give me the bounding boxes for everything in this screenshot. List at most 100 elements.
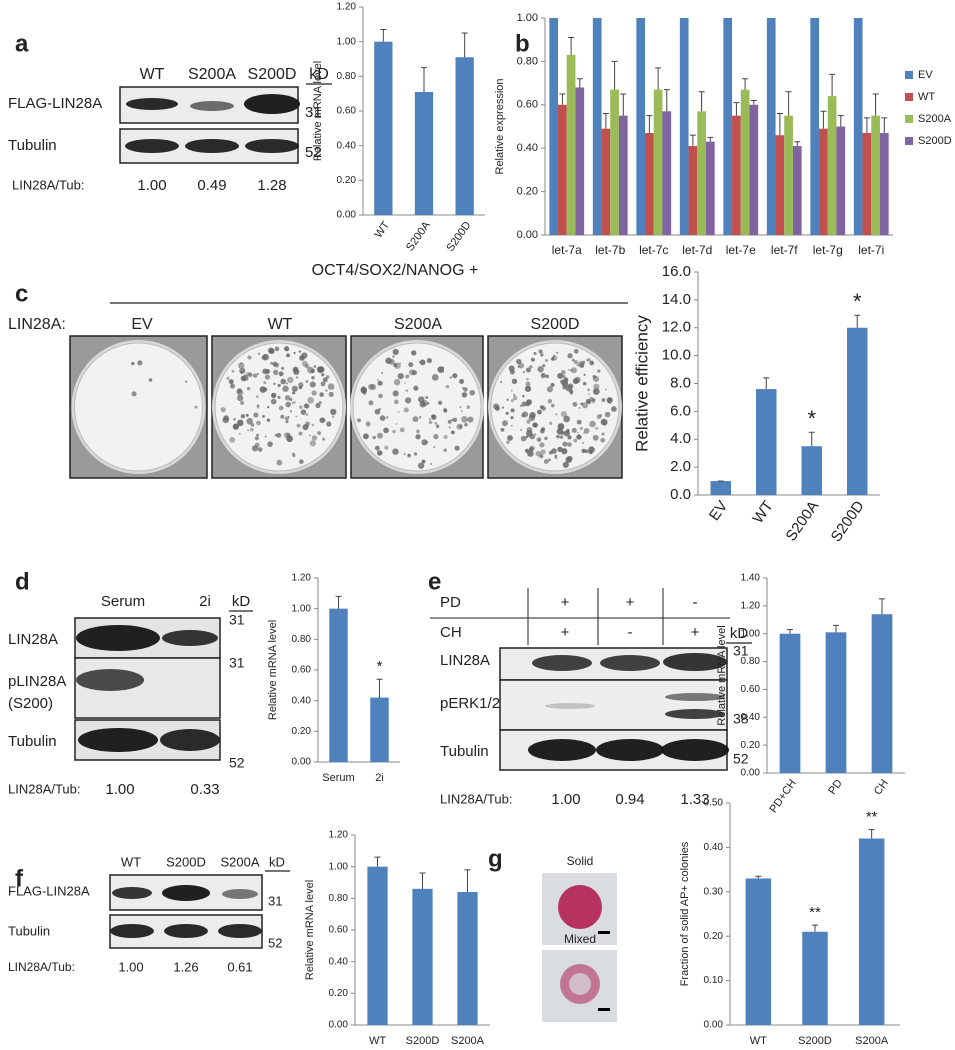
- colony: [246, 372, 251, 376]
- colony: [520, 404, 523, 407]
- bar: [847, 327, 868, 495]
- colony: [286, 432, 291, 437]
- label: 52: [733, 751, 749, 767]
- label: 0.49: [197, 177, 226, 194]
- y-tick-label: 0.80: [292, 634, 312, 645]
- colony: [560, 370, 566, 375]
- bar: [792, 146, 802, 235]
- colony: [550, 403, 555, 408]
- label: PD: [440, 594, 461, 611]
- colony: [520, 429, 522, 431]
- colony: [501, 420, 508, 427]
- colony: [298, 405, 303, 410]
- colony: [544, 358, 548, 362]
- colony: [236, 419, 244, 427]
- y-tick-label: 0.80: [517, 55, 538, 67]
- colony: [376, 450, 383, 456]
- blot-band: [112, 887, 152, 899]
- colony: [256, 420, 261, 426]
- y-tick-label: 0.40: [292, 695, 312, 706]
- error-bar: [787, 629, 793, 634]
- colony: [395, 423, 398, 425]
- colony: [273, 382, 276, 385]
- bar: [367, 866, 388, 1025]
- colony: [583, 373, 586, 377]
- label: Tubulin: [8, 733, 57, 750]
- colony: [461, 392, 468, 398]
- y-axis-label: Relative expression: [494, 79, 506, 175]
- colony: [459, 406, 462, 408]
- colony: [253, 412, 259, 418]
- error-bar: [707, 136, 714, 142]
- colony: [541, 427, 546, 432]
- label: 2i: [199, 593, 211, 610]
- colony: [392, 348, 399, 356]
- y-tick-label: 0.20: [741, 740, 761, 751]
- colony: [568, 369, 571, 371]
- colony: [521, 401, 527, 407]
- colony: [510, 399, 514, 403]
- colony: [238, 362, 245, 369]
- error-bar: [829, 73, 836, 97]
- colony: [274, 346, 280, 352]
- bar: [610, 89, 619, 235]
- error-bar: [421, 67, 427, 92]
- y-tick-label: 0.20: [517, 186, 538, 198]
- colony: [579, 426, 583, 431]
- colony: [571, 427, 577, 433]
- colony: [524, 385, 532, 392]
- blot-band: [78, 728, 158, 752]
- colony: [280, 414, 285, 419]
- legend-swatch: [905, 137, 913, 145]
- colony: [581, 360, 586, 365]
- colony: [287, 376, 294, 384]
- label: -: [693, 594, 698, 611]
- colony: [563, 377, 569, 383]
- colony: [280, 378, 287, 385]
- colony: [322, 437, 326, 441]
- colony: [529, 365, 533, 369]
- label: Solid: [567, 854, 594, 868]
- x-tick-label: S200A: [451, 1035, 485, 1047]
- blot-band: [164, 924, 208, 938]
- colony: [545, 374, 549, 379]
- colony: [298, 431, 303, 436]
- colony: [295, 376, 299, 379]
- colony: [601, 398, 606, 403]
- colony: [307, 396, 315, 404]
- blot-band: [162, 885, 210, 901]
- label: e: [428, 568, 441, 595]
- label: 38: [733, 711, 749, 727]
- colony: [264, 435, 267, 438]
- x-tick-label: let-7f: [771, 243, 798, 257]
- colony: [582, 381, 587, 386]
- colony: [467, 416, 474, 423]
- bar: [601, 128, 611, 235]
- label: a: [15, 30, 29, 57]
- colony: [408, 362, 414, 368]
- colony: [567, 442, 572, 447]
- label: +: [561, 594, 570, 611]
- y-tick-label: 0.00: [517, 229, 538, 241]
- error-bar: [750, 99, 757, 105]
- significance: **: [809, 904, 821, 921]
- colony: [576, 434, 582, 440]
- colony: [238, 432, 241, 435]
- colony: [376, 432, 383, 439]
- label: 1.28: [257, 177, 286, 194]
- colony: [405, 389, 409, 393]
- label: 0.61: [227, 959, 252, 974]
- colony: [537, 366, 544, 373]
- y-tick-label: 1.00: [517, 12, 538, 24]
- bar: [745, 878, 772, 1025]
- bar: [756, 389, 777, 495]
- colony: [296, 423, 301, 428]
- colony: [299, 355, 305, 361]
- colony: [292, 391, 296, 395]
- colony: [384, 445, 389, 450]
- colony: [286, 353, 290, 358]
- colony: [540, 372, 546, 379]
- colony: [500, 380, 503, 383]
- label: LIN28A/Tub:: [8, 960, 75, 974]
- colony: [313, 365, 317, 368]
